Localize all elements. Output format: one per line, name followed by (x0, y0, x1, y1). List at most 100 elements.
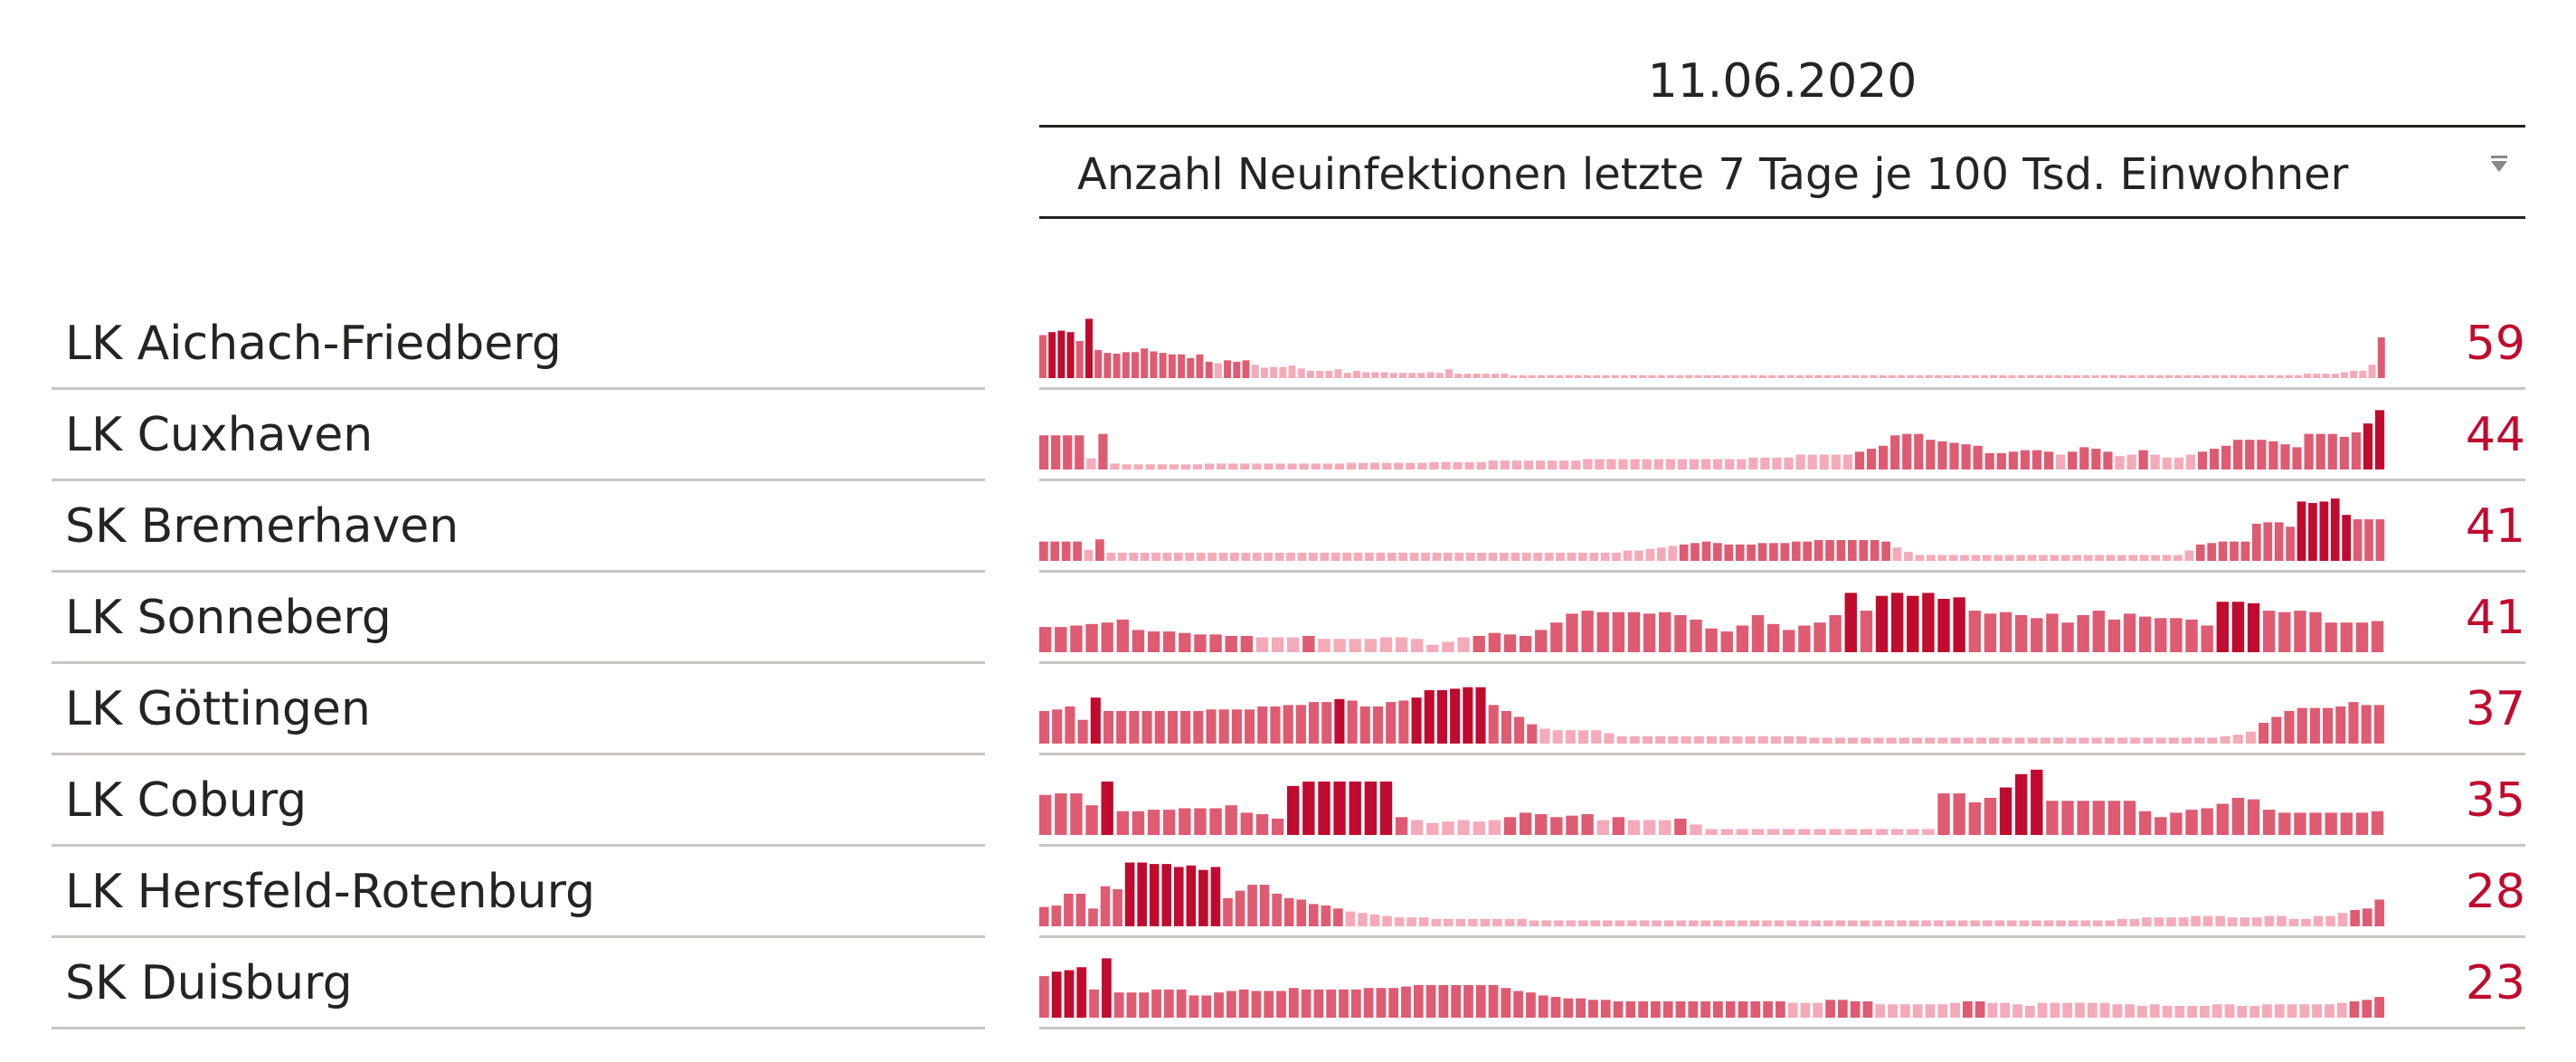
spark-bar (1411, 639, 1424, 652)
spark-bar (1688, 1000, 1699, 1018)
spark-bar (1519, 812, 1532, 835)
spark-bar (1113, 889, 1122, 926)
spark-bar (2192, 375, 2201, 378)
spark-bar (1814, 622, 1826, 652)
spark-bar (2119, 375, 2126, 378)
spark-bar (1259, 885, 1270, 926)
spark-bar (1297, 552, 1307, 561)
spark-bar (2031, 618, 2043, 652)
spark-bar (1436, 689, 1447, 744)
spark-bar (1888, 1004, 1898, 1018)
spark-bar (2092, 801, 2105, 835)
spark-bar (2245, 440, 2255, 469)
spark-bar (2155, 375, 2164, 378)
spark-bar (1140, 552, 1150, 561)
spark-bar (1581, 814, 1594, 835)
spark-bar (1526, 992, 1536, 1018)
spark-bar (1473, 374, 1481, 378)
spark-bar (1382, 462, 1392, 469)
spark-bar (1218, 552, 1228, 561)
date-column-header: 11.06.2020 (1647, 54, 1918, 109)
spark-bar (2091, 375, 2099, 378)
spark-bar (2170, 812, 2183, 835)
spark-bar (1886, 737, 1897, 744)
spark-bar (2079, 447, 2089, 469)
spark-bar (1933, 920, 1944, 926)
spark-bar (2109, 375, 2117, 378)
spark-bar (2137, 375, 2145, 378)
spark-bar (1050, 541, 1060, 561)
spark-bar (2020, 450, 2031, 469)
spark-bar (1174, 867, 1184, 926)
spark-bar (2309, 612, 2322, 652)
spark-bar (1365, 552, 1374, 561)
spark-bar (1475, 984, 1486, 1018)
spark-bar (1595, 459, 1605, 469)
spark-bar (1398, 552, 1408, 561)
spark-bar (1230, 552, 1239, 561)
spark-bar (1464, 461, 1474, 469)
spark-bar (2083, 555, 2093, 561)
spark-bar (2268, 441, 2278, 469)
spark-bar (2091, 737, 2102, 744)
spark-bar (1517, 918, 1527, 926)
spark-bar (1225, 805, 1237, 835)
spark-bar (1500, 460, 1510, 469)
spark-bar (2103, 451, 2113, 469)
spark-bar (1860, 829, 1873, 835)
spark-bar (2263, 522, 2273, 561)
spark-bar (1085, 318, 1093, 378)
spark-bar (1224, 360, 1232, 378)
spark-bar (1627, 820, 1641, 835)
spark-bar (2325, 915, 2335, 926)
spark-bar (1528, 375, 1536, 378)
spark-bar (1245, 709, 1255, 744)
row-separator (1039, 479, 2525, 481)
spark-bar (1656, 547, 1666, 561)
spark-bar (1937, 793, 1950, 835)
spark-bar (2216, 602, 2229, 652)
spark-bar (1255, 814, 1269, 835)
spark-bar (2060, 555, 2070, 561)
spark-bar (1141, 348, 1149, 378)
spark-bar (1535, 460, 1546, 469)
sort-descending-icon[interactable] (2491, 156, 2507, 172)
spark-bar (2056, 454, 2066, 469)
spark-bar (1645, 548, 1655, 561)
spark-bar (1271, 637, 1284, 652)
spark-bar (2162, 555, 2172, 561)
spark-bar (1180, 464, 1191, 469)
spark-bar (1980, 375, 1988, 378)
spark-bar (2258, 375, 2266, 378)
spark-bar (1642, 735, 1653, 744)
spark-bar (1432, 552, 1442, 561)
spark-bar (1321, 906, 1331, 926)
spark-bar (1914, 433, 1924, 469)
row-separator (52, 387, 985, 390)
spark-bar (1593, 375, 1601, 378)
spark-bar (1581, 611, 1594, 652)
spark-bar (1275, 463, 1285, 469)
spark-bar (1297, 368, 1305, 378)
spark-bar (2202, 375, 2210, 378)
spark-bar (1286, 552, 1295, 561)
spark-bar (2201, 808, 2213, 835)
spark-bar (1975, 1000, 1985, 1018)
spark-bar (1075, 435, 1084, 469)
spark-bar (2285, 375, 2293, 378)
spark-bar (1369, 914, 1380, 926)
measure-column-header[interactable]: Anzahl Neuinfektionen letzte 7 Tage je 1… (1039, 136, 2525, 213)
spark-bar (2107, 619, 2121, 652)
spark-bar (2014, 737, 2025, 744)
spark-bar (1463, 687, 1473, 744)
spark-bar (2053, 737, 2064, 744)
spark-bar (2079, 737, 2089, 744)
spark-bar (1421, 552, 1430, 561)
spark-bar (1198, 869, 1208, 926)
spark-bar (1567, 552, 1577, 561)
spark-bar (2363, 423, 2373, 469)
spark-bar (1775, 1000, 1785, 1018)
spark-bar (2284, 710, 2295, 744)
spark-bar (2040, 737, 2050, 744)
spark-bar (1503, 817, 1517, 835)
